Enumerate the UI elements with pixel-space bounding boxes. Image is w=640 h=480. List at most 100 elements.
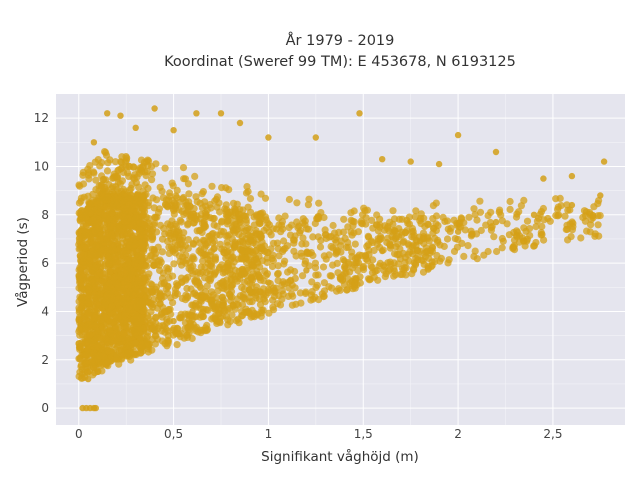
data-point	[89, 216, 97, 224]
data-point	[410, 266, 418, 274]
data-point	[170, 210, 178, 218]
data-point	[342, 243, 350, 252]
data-point	[262, 271, 270, 279]
data-point	[596, 212, 604, 220]
data-point	[414, 253, 422, 261]
data-point	[471, 211, 479, 219]
data-point	[210, 221, 218, 229]
data-point	[343, 286, 351, 294]
data-point	[269, 306, 278, 314]
data-point	[589, 212, 597, 220]
data-point	[554, 203, 562, 211]
data-point	[350, 207, 358, 215]
data-point	[113, 336, 121, 344]
data-point	[391, 250, 399, 258]
data-point	[132, 339, 139, 347]
data-point	[265, 279, 272, 286]
data-point	[340, 281, 349, 289]
data-point	[412, 207, 420, 215]
data-point	[218, 284, 226, 292]
data-point	[203, 212, 211, 220]
data-point	[200, 250, 208, 259]
data-point	[432, 199, 440, 207]
data-point	[341, 257, 348, 264]
data-point	[124, 256, 132, 264]
data-point	[419, 229, 428, 237]
data-point	[290, 247, 298, 255]
data-point	[492, 218, 500, 226]
data-point	[384, 259, 392, 267]
data-point	[84, 337, 92, 345]
data-point	[429, 215, 437, 223]
data-point	[362, 220, 370, 228]
data-point	[356, 110, 363, 117]
data-point	[241, 278, 249, 287]
data-point	[444, 259, 452, 267]
data-point	[288, 290, 296, 298]
data-point	[96, 236, 104, 244]
data-point	[303, 267, 310, 274]
data-point	[236, 238, 244, 246]
data-point	[87, 277, 95, 286]
data-point	[515, 238, 524, 246]
data-point	[141, 221, 149, 229]
data-point	[347, 228, 355, 236]
data-point	[163, 319, 171, 327]
data-point	[129, 291, 137, 299]
data-point	[244, 203, 252, 211]
data-point	[241, 269, 249, 277]
data-point	[183, 294, 191, 302]
data-point	[392, 233, 401, 241]
data-point	[170, 260, 178, 268]
data-point	[246, 232, 254, 240]
data-point	[183, 284, 191, 293]
x-tick-label: 2,5	[543, 427, 562, 441]
data-point	[93, 251, 101, 260]
data-point	[304, 201, 312, 209]
data-point	[136, 290, 144, 298]
data-point	[530, 242, 538, 250]
data-point	[331, 236, 339, 244]
data-point	[230, 258, 238, 266]
data-point	[540, 175, 547, 182]
data-point	[173, 324, 181, 332]
y-tick-label: 4	[41, 304, 49, 318]
data-point	[103, 167, 112, 175]
data-point	[167, 235, 175, 243]
data-point	[178, 240, 186, 248]
data-point	[183, 331, 191, 339]
data-point	[104, 359, 111, 366]
y-tick-label: 2	[41, 353, 49, 367]
data-point	[184, 236, 192, 244]
data-point	[108, 302, 116, 311]
data-point	[319, 263, 328, 271]
data-point	[129, 300, 137, 308]
data-point	[498, 244, 506, 252]
data-point	[125, 282, 133, 290]
data-point	[151, 105, 158, 112]
data-point	[464, 242, 472, 250]
data-point	[144, 340, 152, 348]
data-point	[308, 278, 316, 286]
data-point	[203, 326, 211, 335]
data-point	[595, 232, 603, 240]
data-point	[275, 214, 283, 222]
data-point	[208, 182, 216, 190]
data-point	[384, 234, 392, 242]
data-point	[285, 195, 293, 204]
data-point	[224, 241, 232, 249]
data-point	[216, 240, 224, 248]
data-point	[148, 245, 156, 253]
data-point	[75, 245, 83, 253]
data-point	[179, 164, 188, 172]
data-point	[158, 327, 166, 335]
data-point	[321, 231, 329, 239]
data-point	[353, 259, 361, 267]
data-point	[144, 348, 152, 356]
data-point	[151, 332, 159, 340]
chart-title-line-1: År 1979 - 2019	[286, 32, 395, 49]
data-point	[582, 208, 591, 216]
data-point	[245, 225, 254, 233]
data-point	[93, 300, 101, 308]
